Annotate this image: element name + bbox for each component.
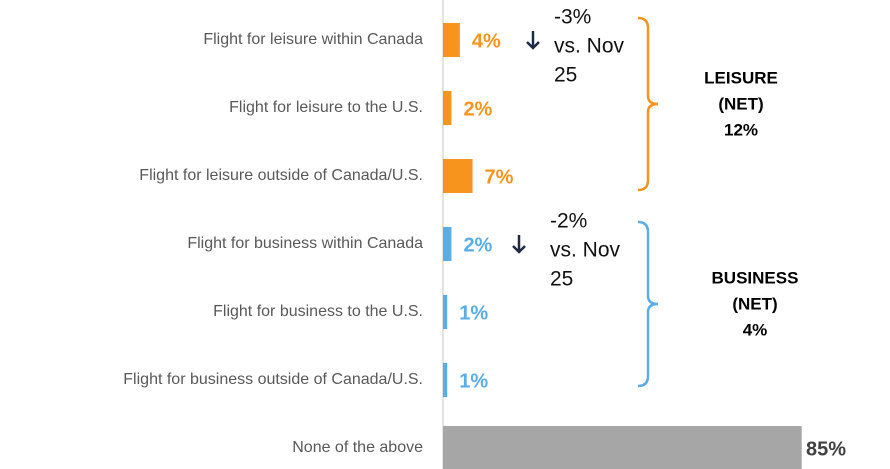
value-label: 85% xyxy=(806,438,846,460)
group-label: (NET) xyxy=(732,294,777,313)
annotation: vs. Nov xyxy=(554,35,625,58)
bar xyxy=(443,363,448,397)
group-bracket xyxy=(637,16,659,192)
annotation: 25 xyxy=(550,268,573,291)
category-label: Flight for leisure within Canada xyxy=(203,31,423,48)
category-label: Flight for leisure outside of Canada/U.S… xyxy=(139,167,423,184)
category-label: Flight for business within Canada xyxy=(187,235,423,252)
bar xyxy=(443,227,452,261)
group-label: BUSINESS xyxy=(712,268,799,287)
bar xyxy=(443,295,448,329)
group-bracket xyxy=(637,220,659,388)
group-label: (NET) xyxy=(718,94,763,113)
bar xyxy=(443,426,802,469)
down-arrow xyxy=(512,235,526,254)
annotation: 25 xyxy=(554,64,577,87)
bar xyxy=(443,91,452,125)
value-label: 1% xyxy=(459,370,488,392)
annotation: -3% xyxy=(554,6,591,29)
value-label: 2% xyxy=(463,234,492,256)
category-label: Flight for business to the U.S. xyxy=(213,303,423,320)
value-label: 4% xyxy=(472,30,501,52)
annotation: -2% xyxy=(550,210,587,233)
value-label: 7% xyxy=(485,166,514,188)
value-label: 2% xyxy=(463,98,492,120)
bar xyxy=(443,159,473,193)
annotation: vs. Nov xyxy=(550,239,621,262)
category-label: Flight for leisure to the U.S. xyxy=(229,99,423,116)
group-label: 4% xyxy=(743,320,768,339)
group-label: 12% xyxy=(724,120,758,139)
bar xyxy=(443,23,460,57)
category-label: None of the above xyxy=(292,439,423,456)
value-label: 1% xyxy=(459,302,488,324)
category-label: Flight for business outside of Canada/U.… xyxy=(123,371,423,388)
group-label: LEISURE xyxy=(704,68,778,87)
down-arrow xyxy=(526,31,540,50)
